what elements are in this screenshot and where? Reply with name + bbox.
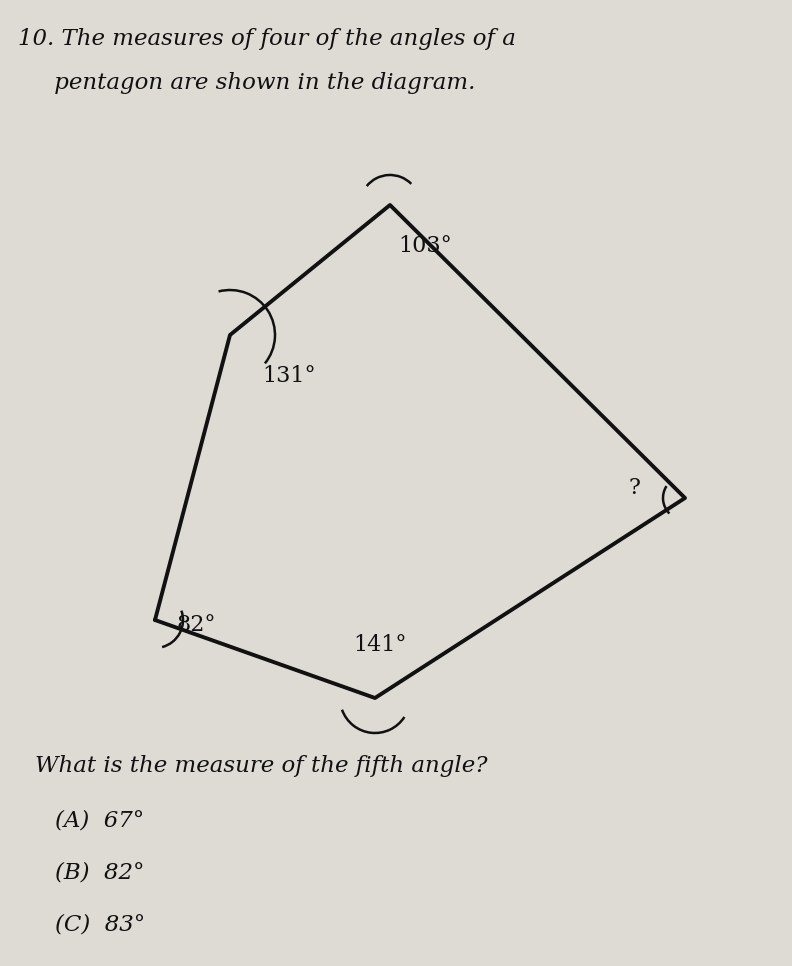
Text: pentagon are shown in the diagram.: pentagon are shown in the diagram. [18, 72, 475, 94]
Text: (C)  83°: (C) 83° [55, 914, 145, 936]
Text: 131°: 131° [262, 365, 316, 387]
Text: (A)  67°: (A) 67° [55, 810, 144, 832]
Text: What is the measure of the fifth angle?: What is the measure of the fifth angle? [35, 755, 488, 777]
Text: ?: ? [628, 477, 640, 499]
Text: (B)  82°: (B) 82° [55, 862, 144, 884]
Text: 141°: 141° [353, 634, 407, 656]
Text: 82°: 82° [177, 614, 216, 636]
Text: 103°: 103° [398, 235, 451, 257]
Text: 10. The measures of four of the angles of a: 10. The measures of four of the angles o… [18, 28, 516, 50]
